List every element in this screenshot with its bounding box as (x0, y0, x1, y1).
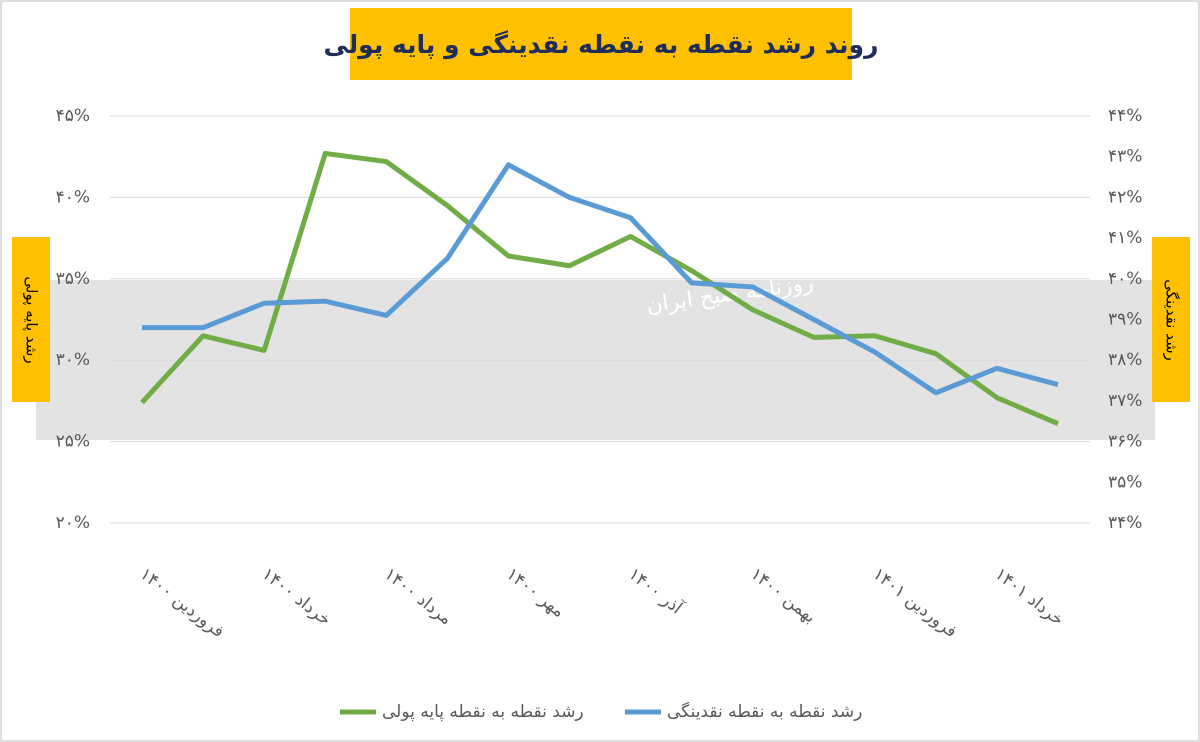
chart-title: روند رشد نقطه به نقطه نقدینگی و پایه پول… (324, 30, 879, 60)
y2-tick-label: ۴۰% (1108, 269, 1142, 289)
y-tick-label: ۴۰% (56, 187, 90, 207)
y2-axis-title: رشد نقدینگی (1163, 279, 1181, 361)
y-tick-label: ۳۵% (56, 269, 90, 289)
y-tick-label: ۳۰% (56, 350, 90, 370)
y2-tick-label: ۳۹% (1108, 310, 1142, 330)
y2-title-box (1152, 237, 1190, 402)
data-line (142, 162, 1059, 396)
data-line (140, 150, 1059, 426)
y2-tick-label: ۳۶% (1108, 432, 1142, 452)
y-tick-label: ۴۵% (56, 106, 90, 126)
y2-tick-label: ۴۳% (1108, 147, 1142, 167)
y2-tick-label: ۴۴% (1108, 106, 1142, 126)
legend-label: رشد نقطه به نقطه نقدینگی (667, 701, 862, 722)
y2-tick-label: ۳۵% (1108, 472, 1142, 492)
y2-tick-label: ۳۸% (1108, 350, 1142, 370)
title-box (350, 8, 852, 80)
y-axis-title: رشد پایه پولی (22, 276, 41, 363)
y-tick-label: ۲۰% (56, 513, 90, 533)
y2-tick-label: ۳۴% (1108, 513, 1142, 533)
y2-tick-label: ۴۱% (1108, 228, 1142, 248)
y-tick-label: ۲۵% (56, 432, 90, 452)
y2-tick-label: ۴۲% (1108, 187, 1142, 207)
legend-label: رشد نقطه به نقطه پایه پولی (382, 702, 584, 722)
y-title-box (12, 237, 50, 402)
y2-tick-label: ۳۷% (1108, 391, 1142, 411)
